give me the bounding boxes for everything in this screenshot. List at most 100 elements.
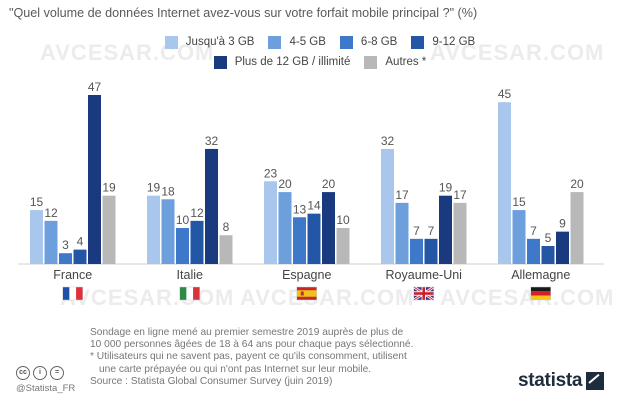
legend-label: Plus de 12 GB / illimité (234, 56, 351, 68)
footnote-line: 10 000 personnes âgées de 18 à 64 ans po… (90, 339, 414, 351)
bar (59, 253, 72, 264)
legend-label: 9-12 GB (432, 36, 476, 48)
footnote: Sondage en ligne mené au premier semestr… (90, 327, 470, 388)
legend-swatch (164, 35, 178, 49)
bar-value-label: 8 (223, 220, 230, 234)
watermark: AVCESAR.COM (430, 40, 605, 65)
statista-logo[interactable]: statista (518, 370, 605, 392)
category-label: Royaume-Uni (386, 268, 462, 282)
bar-value-label: 4 (77, 235, 84, 249)
bar (498, 102, 511, 264)
legend-swatch (213, 55, 227, 69)
bar-value-label: 20 (570, 177, 584, 191)
watermark: AVCESAR.COM (40, 40, 215, 65)
license-icons: cc i = (16, 366, 64, 380)
legend-label: 4-5 GB (289, 36, 326, 48)
brand-name: statista (518, 370, 583, 391)
bar-value-label: 19 (439, 181, 453, 195)
twitter-handle[interactable]: @Statista_FR (16, 383, 76, 394)
legend: Jusqu'à 3 GB 4-5 GB 6-8 GB 9-12 GB Plus … (120, 32, 520, 72)
bar-value-label: 10 (336, 213, 350, 227)
bar (161, 199, 175, 264)
bar-value-label: 15 (30, 195, 44, 209)
bar (527, 238, 540, 264)
bar-value-label: 13 (293, 202, 307, 216)
legend-item: 4-5 GB (268, 35, 326, 49)
bar (219, 235, 233, 264)
cc-icon: cc (16, 366, 30, 380)
bar-value-label: 3 (62, 238, 69, 252)
bar (176, 228, 189, 264)
bar (424, 238, 438, 264)
bar (381, 148, 394, 264)
bar (73, 249, 87, 264)
legend-label: 6-8 GB (360, 36, 398, 48)
bar-value-label: 17 (395, 188, 409, 202)
spain-flag-icon (296, 286, 317, 301)
no-derivatives-icon: = (50, 366, 64, 380)
bar-value-label: 5 (545, 231, 552, 245)
bar-value-label: 18 (161, 184, 175, 198)
bar-value-label: 12 (190, 206, 204, 220)
bar (512, 210, 526, 264)
legend-swatch (364, 55, 378, 69)
bar-value-label: 47 (88, 80, 102, 94)
bar-value-label: 32 (205, 134, 219, 148)
legend-item: Autres * (364, 55, 427, 69)
bar-value-label: 10 (176, 213, 190, 227)
bar-value-label: 19 (102, 181, 116, 195)
bar (264, 181, 277, 264)
bar (30, 210, 43, 264)
watermark: AVCESAR.COM (440, 285, 615, 310)
bar-value-label: 15 (512, 195, 526, 209)
bar (322, 192, 335, 264)
bar (88, 95, 101, 264)
bar (307, 213, 321, 264)
chart-title: "Quel volume de données Internet avez-vo… (9, 6, 478, 20)
footnote-line: une carte prépayée ou qui n'ont pas Inte… (99, 363, 372, 375)
bar (278, 192, 292, 264)
legend-label: Autres * (385, 56, 427, 68)
bar-value-label: 9 (559, 217, 566, 231)
bar (453, 202, 467, 264)
legend-swatch (268, 35, 282, 49)
bar-value-label: 7 (530, 224, 537, 238)
bar (410, 238, 423, 264)
attribution-icon: i (33, 366, 47, 380)
bar-value-label: 7 (428, 224, 435, 238)
bar (147, 195, 160, 264)
bar-value-label: 14 (307, 199, 321, 213)
category-label: Espagne (282, 268, 331, 282)
france-flag-icon (62, 286, 83, 301)
category-label: France (53, 268, 92, 282)
bar (395, 202, 409, 264)
watermark: AVCESAR.COM (60, 285, 235, 310)
italy-flag-icon (179, 286, 200, 301)
uk-flag-icon (413, 285, 435, 302)
legend-item: 9-12 GB (411, 35, 476, 49)
bar (102, 195, 116, 264)
watermark: AVCESAR.COM (240, 285, 415, 310)
legend-swatch (411, 35, 425, 49)
bar-value-label: 19 (147, 181, 161, 195)
bar (439, 195, 452, 264)
bar-value-label: 17 (453, 188, 467, 202)
bar-value-label: 32 (381, 134, 395, 148)
bar (336, 228, 350, 264)
bar (205, 148, 218, 264)
legend-label: Jusqu'à 3 GB (185, 36, 255, 48)
bar-value-label: 20 (278, 177, 292, 191)
legend-item: Jusqu'à 3 GB (164, 35, 255, 49)
category-label: Allemagne (511, 268, 570, 282)
bar (556, 231, 569, 264)
legend-item: 6-8 GB (339, 35, 398, 49)
bar (190, 220, 204, 264)
footnote-line: Sondage en ligne mené au premier semestr… (90, 327, 404, 338)
footnote-line: Source : Statista Global Consumer Survey… (90, 375, 333, 387)
germany-flag-icon (530, 286, 551, 301)
bar (293, 217, 306, 264)
bar (570, 192, 584, 264)
bar (541, 246, 555, 264)
bar (44, 220, 58, 264)
